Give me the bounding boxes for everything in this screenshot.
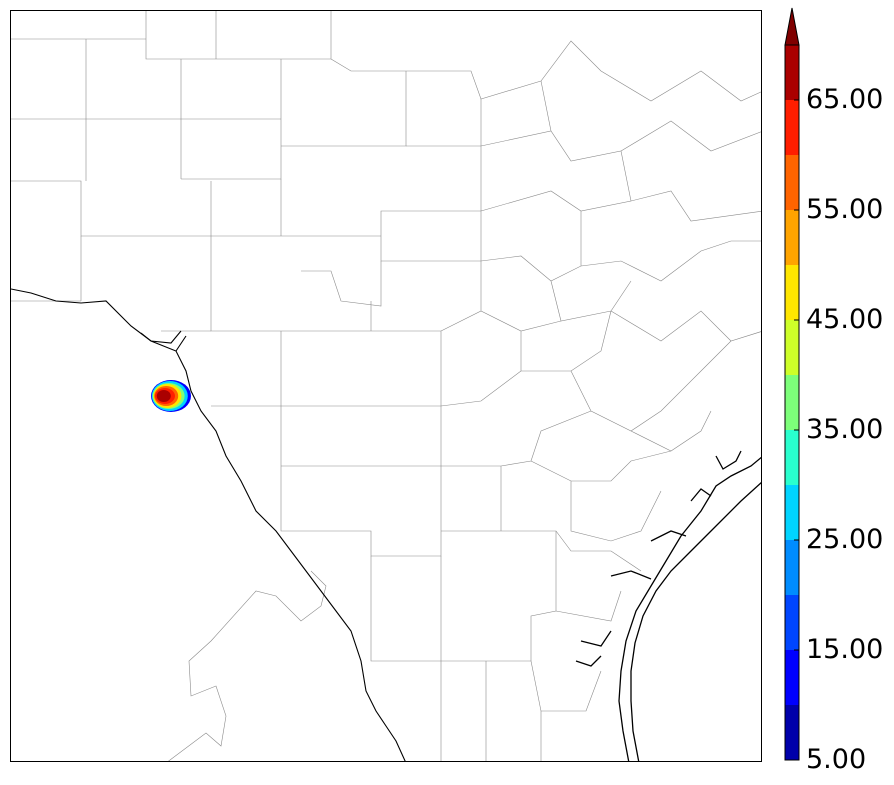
colorbar-tick-label: 25.00 [806, 524, 884, 555]
colorbar-band [785, 595, 799, 650]
colorbar-band [785, 705, 799, 760]
gulf-coastline [575, 450, 761, 761]
colorbar-band [785, 540, 799, 595]
colorbar-tick-label: 45.00 [806, 304, 884, 335]
radar-map [10, 10, 762, 762]
colorbar-tick-label: 65.00 [806, 84, 884, 115]
colorbar-tick-label: 55.00 [806, 194, 884, 225]
county-boundaries [11, 11, 761, 761]
colorbar-band [785, 265, 799, 320]
colorbar-band [785, 320, 799, 375]
rio-grande-border [11, 288, 406, 761]
radar-reflectivity-cell [151, 380, 191, 412]
colorbar-band [785, 155, 799, 210]
colorbar-band [785, 650, 799, 705]
colorbar-band [785, 45, 799, 100]
colorbar-outline [784, 44, 800, 761]
colorbar-band [785, 210, 799, 265]
colorbar-tick-label: 35.00 [806, 414, 884, 445]
colorbar-band [785, 100, 799, 155]
colorbar-extend-arrow [784, 7, 800, 46]
colorbar-tick-label: 15.00 [806, 634, 884, 665]
echo-contour [156, 390, 171, 402]
colorbar-band [785, 430, 799, 485]
colorbar-band [785, 375, 799, 430]
colorbar-tick-label: 5.00 [806, 744, 867, 775]
colorbar-band [785, 485, 799, 540]
county-map [11, 11, 761, 761]
